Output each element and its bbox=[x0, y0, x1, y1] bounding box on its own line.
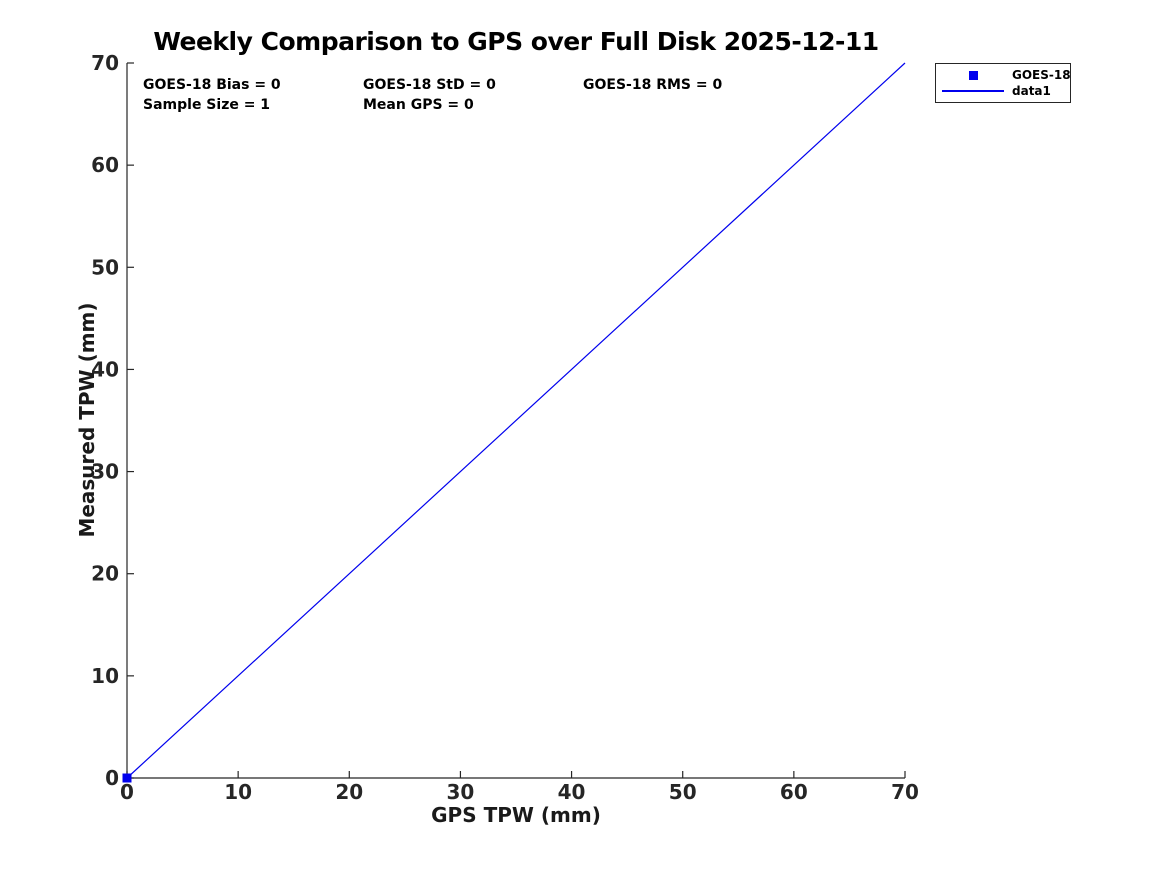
stat-bias: GOES-18 Bias = 0 bbox=[143, 77, 281, 93]
identity-line bbox=[126, 62, 906, 779]
x-tick-label: 40 bbox=[558, 780, 586, 804]
x-tick-label: 70 bbox=[891, 780, 919, 804]
legend-label: GOES-18 bbox=[1012, 68, 1071, 82]
stat-mean-gps: Mean GPS = 0 bbox=[363, 97, 474, 113]
chart-title: Weekly Comparison to GPS over Full Disk … bbox=[153, 27, 879, 56]
x-tick-label: 20 bbox=[335, 780, 363, 804]
square-marker-icon bbox=[968, 70, 978, 80]
x-tick-label: 50 bbox=[669, 780, 697, 804]
legend-entry-data1: data1 bbox=[936, 83, 1070, 99]
stat-rms: GOES-18 RMS = 0 bbox=[583, 77, 723, 93]
y-tick-label: 10 bbox=[91, 664, 119, 688]
x-tick-label: 0 bbox=[120, 780, 134, 804]
x-tick-label: 10 bbox=[224, 780, 252, 804]
x-axis-label: GPS TPW (mm) bbox=[431, 803, 601, 827]
stat-std: GOES-18 StD = 0 bbox=[363, 77, 496, 93]
y-tick-label: 20 bbox=[91, 562, 119, 586]
stat-sample-size: Sample Size = 1 bbox=[143, 97, 271, 113]
y-axis-label: Measured TPW (mm) bbox=[75, 302, 99, 538]
legend-box: GOES-18 data1 bbox=[935, 63, 1071, 103]
y-tick-label: 30 bbox=[91, 460, 119, 484]
legend-label: data1 bbox=[1012, 84, 1051, 98]
legend-swatch-area bbox=[942, 70, 1004, 80]
y-tick-label: 70 bbox=[91, 51, 119, 75]
legend-entry-goes18: GOES-18 bbox=[936, 67, 1071, 83]
legend-swatch-area bbox=[942, 90, 1004, 92]
x-tick-label: 30 bbox=[447, 780, 475, 804]
y-tick-label: 0 bbox=[105, 766, 119, 790]
line-sample-icon bbox=[942, 90, 1004, 92]
y-tick-label: 60 bbox=[91, 153, 119, 177]
y-tick-label: 50 bbox=[91, 255, 119, 279]
x-tick-label: 60 bbox=[780, 780, 808, 804]
y-tick-label: 40 bbox=[91, 357, 119, 381]
